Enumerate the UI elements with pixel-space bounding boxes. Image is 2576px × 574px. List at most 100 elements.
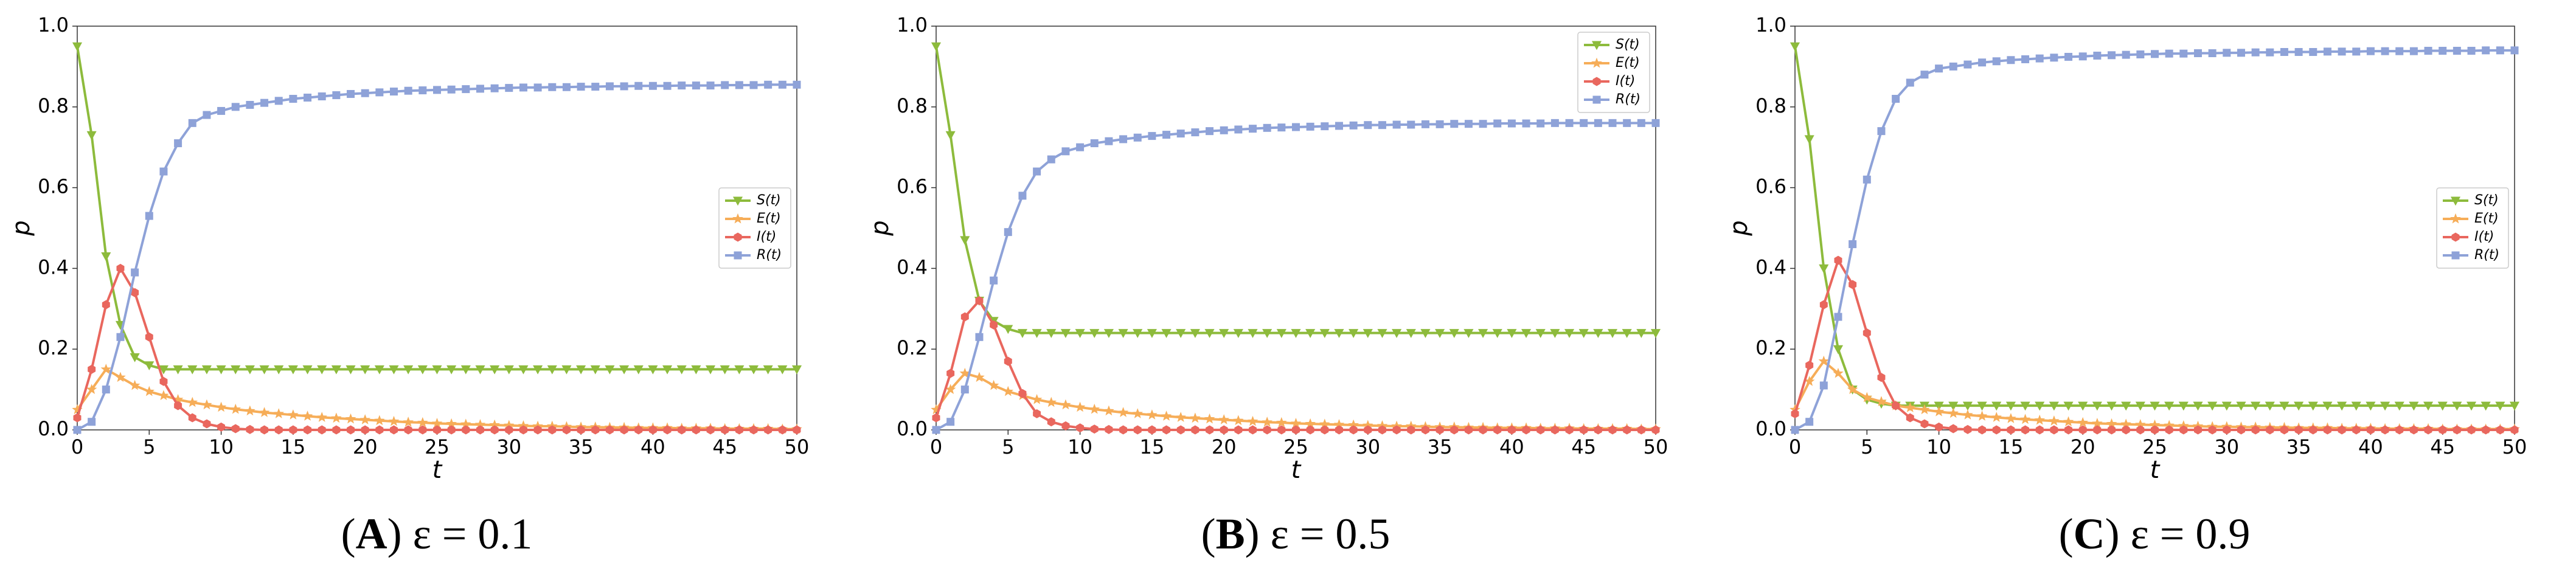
legend-label: S(t) xyxy=(2474,193,2499,208)
marker xyxy=(2064,52,2073,61)
marker xyxy=(1819,264,1829,274)
marker xyxy=(1105,137,1113,145)
marker xyxy=(1522,119,1530,128)
marker xyxy=(1147,329,1157,338)
marker xyxy=(749,81,758,89)
marker xyxy=(1578,329,1589,338)
marker xyxy=(1262,329,1272,338)
marker xyxy=(446,365,457,375)
marker xyxy=(1479,120,1487,128)
marker xyxy=(2093,425,2102,435)
marker xyxy=(1536,425,1545,435)
marker xyxy=(1507,119,1516,128)
marker xyxy=(245,405,255,416)
marker xyxy=(1119,135,1128,144)
marker xyxy=(2266,425,2274,435)
marker xyxy=(721,81,729,89)
caption-part: ) xyxy=(1245,510,1260,558)
marker xyxy=(2021,55,2030,63)
marker xyxy=(1206,127,1214,136)
marker xyxy=(417,417,428,427)
marker xyxy=(1060,329,1071,338)
x-tick-label: 10 xyxy=(209,435,234,458)
marker xyxy=(533,425,542,435)
marker xyxy=(388,415,400,426)
marker xyxy=(2467,47,2476,55)
marker xyxy=(1478,329,1488,338)
marker xyxy=(662,365,673,375)
marker xyxy=(605,82,614,91)
marker xyxy=(1220,126,1228,134)
marker xyxy=(2308,401,2318,411)
marker xyxy=(259,365,269,375)
marker xyxy=(332,91,341,100)
marker xyxy=(159,376,168,386)
marker xyxy=(1935,64,1943,73)
marker xyxy=(2092,401,2102,411)
marker xyxy=(203,419,211,429)
marker xyxy=(174,139,182,148)
marker xyxy=(959,367,971,378)
x-tick-label: 15 xyxy=(1999,435,2024,458)
marker xyxy=(988,379,999,390)
marker xyxy=(2496,425,2504,435)
marker xyxy=(734,232,742,242)
x-tick-label: 5 xyxy=(1861,435,1873,458)
marker xyxy=(332,425,341,435)
marker xyxy=(260,425,269,435)
marker xyxy=(2309,425,2317,435)
marker xyxy=(1162,425,1171,435)
marker xyxy=(260,99,269,107)
marker xyxy=(2453,47,2461,55)
marker xyxy=(2005,413,2016,423)
marker xyxy=(2509,401,2520,411)
marker xyxy=(86,131,97,140)
marker xyxy=(100,364,112,374)
marker xyxy=(2034,414,2045,425)
marker xyxy=(1118,329,1128,338)
marker xyxy=(1306,425,1314,435)
marker xyxy=(2451,251,2460,260)
marker xyxy=(2280,425,2288,435)
marker xyxy=(1117,407,1129,417)
marker xyxy=(1550,425,1559,435)
y-tick-label: 0.8 xyxy=(38,94,69,117)
marker xyxy=(1449,329,1459,338)
marker xyxy=(217,106,226,115)
marker xyxy=(2223,49,2231,57)
marker xyxy=(73,413,82,423)
marker xyxy=(345,413,356,424)
marker xyxy=(1493,119,1502,128)
marker xyxy=(605,425,614,435)
marker xyxy=(433,425,441,435)
marker xyxy=(974,372,985,382)
x-tick-label: 35 xyxy=(2286,435,2311,458)
marker xyxy=(1863,328,1871,338)
marker xyxy=(721,425,729,435)
marker xyxy=(158,390,169,401)
marker xyxy=(1364,121,1372,130)
marker xyxy=(1247,415,1258,426)
marker xyxy=(1464,425,1473,435)
marker xyxy=(1861,392,1873,403)
marker xyxy=(1834,313,1842,321)
marker xyxy=(2136,50,2145,58)
marker xyxy=(2007,56,2015,64)
marker xyxy=(2266,48,2274,57)
marker xyxy=(2395,425,2404,435)
marker xyxy=(732,213,743,224)
marker xyxy=(1933,406,1945,417)
marker xyxy=(1949,424,1957,434)
legend-label: E(t) xyxy=(757,211,781,226)
marker xyxy=(932,413,940,423)
x-axis-label: t xyxy=(1291,456,1302,484)
marker xyxy=(1161,410,1172,421)
x-tick-label: 40 xyxy=(641,435,665,458)
marker xyxy=(2093,51,2102,60)
marker xyxy=(2108,51,2116,60)
marker xyxy=(2208,425,2217,435)
marker xyxy=(304,94,312,102)
x-tick-label: 10 xyxy=(1926,435,1951,458)
marker xyxy=(246,100,254,109)
marker xyxy=(720,365,730,375)
